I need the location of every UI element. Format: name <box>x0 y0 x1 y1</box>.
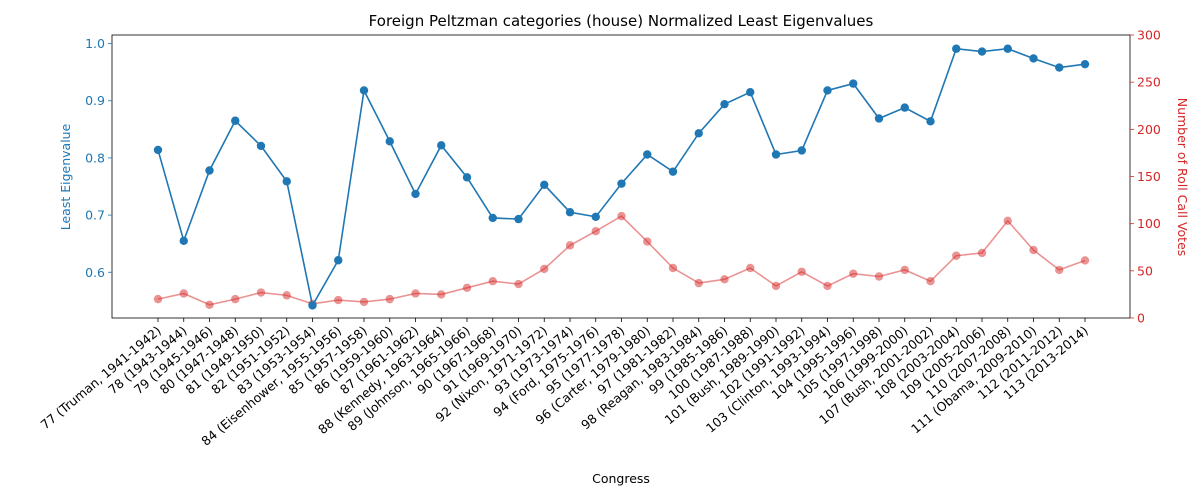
least-eigenvalue-point <box>153 145 163 155</box>
roll-call-votes-point <box>874 272 884 281</box>
roll-call-votes-point <box>256 288 266 297</box>
roll-call-votes-point <box>771 281 781 291</box>
least-eigenvalue-point <box>1003 44 1012 53</box>
roll-call-votes-point <box>359 297 369 307</box>
left-tick-label: 0.8 <box>85 150 105 165</box>
roll-call-votes-point <box>1055 265 1064 275</box>
least-eigenvalue-point <box>643 150 652 159</box>
least-eigenvalue-point <box>900 103 909 112</box>
least-eigenvalue-point <box>668 167 678 176</box>
roll-call-votes-point <box>282 291 291 300</box>
roll-call-votes-point <box>231 294 240 304</box>
least-eigenvalue-point <box>282 177 291 186</box>
least-eigenvalue-point <box>1029 54 1038 63</box>
least-eigenvalue-point <box>334 256 343 265</box>
least-eigenvalue-point <box>617 179 626 188</box>
roll-call-votes-point <box>977 248 987 258</box>
least-eigenvalue-point <box>797 146 806 155</box>
right-tick-label: 300 <box>1137 28 1161 43</box>
least-eigenvalue-point <box>771 150 781 159</box>
roll-call-votes-point <box>591 227 600 236</box>
roll-call-votes-point <box>540 264 549 274</box>
roll-call-votes-point <box>1029 245 1038 255</box>
right-tick-label: 250 <box>1137 75 1161 90</box>
roll-call-votes-point <box>462 283 472 293</box>
roll-call-votes-point <box>926 277 935 286</box>
roll-call-votes-point <box>437 290 446 299</box>
least-eigenvalue-point <box>849 79 858 88</box>
least-eigenvalue-point <box>1055 63 1064 72</box>
least-eigenvalue-point <box>514 214 523 224</box>
least-eigenvalue-point <box>565 208 575 217</box>
right-tick-label: 0 <box>1137 311 1145 326</box>
least-eigenvalue-point <box>977 47 987 56</box>
roll-call-votes-point <box>668 263 678 273</box>
roll-call-votes-point <box>179 289 188 298</box>
roll-call-votes-point <box>565 241 575 250</box>
left-tick-label: 1.0 <box>85 36 105 51</box>
least-eigenvalue-point <box>488 213 497 223</box>
roll-call-votes-point <box>514 279 523 289</box>
least-eigenvalue-point <box>437 141 446 150</box>
roll-call-votes-point <box>643 237 652 246</box>
least-eigenvalue-point <box>823 86 832 95</box>
roll-call-votes-point <box>1003 216 1012 226</box>
left-tick-label: 0.6 <box>85 265 105 280</box>
least-eigenvalue-point <box>179 236 188 246</box>
least-eigenvalue-point <box>385 137 394 146</box>
least-eigenvalue-point <box>308 301 317 310</box>
roll-call-votes-point <box>900 265 909 275</box>
roll-call-votes-point <box>797 267 806 276</box>
roll-call-votes-point <box>334 295 343 305</box>
roll-call-votes-point <box>823 281 832 291</box>
roll-call-votes-point <box>488 277 497 286</box>
least-eigenvalue-point <box>256 141 266 151</box>
least-eigenvalue-point <box>462 173 472 182</box>
least-eigenvalue-point <box>540 180 549 189</box>
least-eigenvalue-point <box>411 189 420 199</box>
right-tick-label: 50 <box>1137 263 1153 278</box>
least-eigenvalue-point <box>694 129 703 138</box>
roll-call-votes-point <box>694 278 703 288</box>
least-eigenvalue-point <box>205 166 214 175</box>
roll-call-votes-point <box>1080 256 1090 265</box>
roll-call-votes-point <box>385 294 394 304</box>
least-eigenvalue-point <box>231 116 240 125</box>
least-eigenvalue-point <box>926 117 935 126</box>
roll-call-votes-point <box>746 263 755 273</box>
least-eigenvalue-point <box>359 86 369 95</box>
least-eigenvalue-point <box>746 87 755 97</box>
roll-call-votes-point <box>849 269 858 278</box>
roll-call-votes-point <box>952 251 961 260</box>
roll-call-votes-point <box>720 275 729 284</box>
least-eigenvalue-point <box>591 212 600 222</box>
least-eigenvalue-point <box>952 44 961 53</box>
right-tick-label: 200 <box>1137 122 1161 137</box>
least-eigenvalue-point <box>874 114 884 123</box>
roll-call-votes-point <box>411 289 420 298</box>
right-axis-title: Number of Roll Call Votes <box>1175 98 1190 257</box>
right-tick-label: 150 <box>1137 169 1161 184</box>
roll-call-votes-point <box>617 211 626 221</box>
left-tick-label: 0.9 <box>85 93 105 108</box>
least-eigenvalue-point <box>1080 59 1090 69</box>
roll-call-votes-point <box>153 294 163 304</box>
left-tick-label: 0.7 <box>85 208 105 223</box>
right-tick-label: 100 <box>1137 216 1161 231</box>
x-axis-title: Congress <box>592 471 650 486</box>
chart-title: Foreign Peltzman categories (house) Norm… <box>369 12 874 30</box>
left-axis-title: Least Eigenvalue <box>58 123 73 230</box>
roll-call-votes-point <box>205 300 214 309</box>
least-eigenvalue-point <box>720 99 729 109</box>
